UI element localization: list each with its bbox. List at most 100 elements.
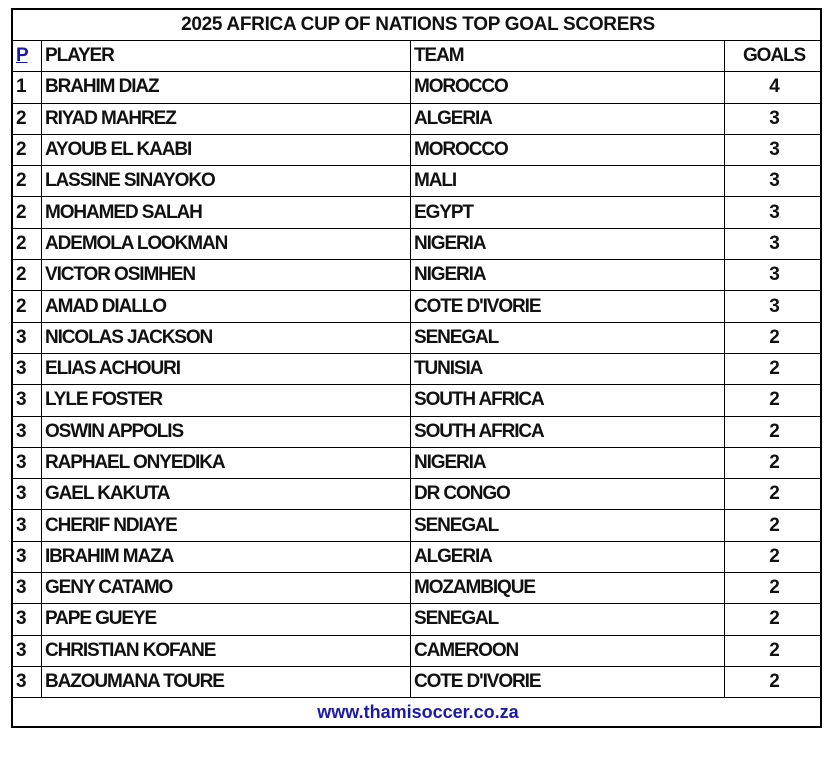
cell-position: 3	[11, 384, 42, 417]
cell-position: 2	[11, 133, 42, 167]
cell-goals: 2	[724, 509, 822, 542]
cell-team: EGYPT	[410, 196, 725, 229]
table-row: 2 AYOUB EL KAABI MOROCCO 3	[11, 133, 822, 167]
title-row: 2025 AFRICA CUP OF NATIONS TOP GOAL SCOR…	[11, 8, 822, 41]
position-sort-link[interactable]: P	[16, 45, 29, 67]
cell-position: 3	[11, 352, 42, 386]
cell-goals: 2	[724, 478, 822, 511]
cell-player: MOHAMED SALAH	[41, 196, 411, 229]
cell-position: 2	[11, 259, 42, 292]
cell-position: 3	[11, 603, 42, 636]
cell-position: 3	[11, 540, 42, 574]
table-row: 3 GAEL KAKUTA DR CONGO 2	[11, 478, 822, 511]
cell-position: 1	[11, 71, 42, 104]
cell-player: LYLE FOSTER	[41, 384, 411, 417]
cell-position: 2	[11, 196, 42, 229]
cell-team: SENEGAL	[410, 509, 725, 542]
cell-player: ADEMOLA LOOKMAN	[41, 227, 411, 261]
cell-position: 3	[11, 415, 42, 448]
cell-team: SENEGAL	[410, 603, 725, 636]
cell-team: SOUTH AFRICA	[410, 384, 725, 417]
top-scorers-table: 2025 AFRICA CUP OF NATIONS TOP GOAL SCOR…	[11, 8, 822, 729]
cell-position: 3	[11, 572, 42, 605]
cell-team: SOUTH AFRICA	[410, 415, 725, 448]
table-row: 3 OSWIN APPOLIS SOUTH AFRICA 2	[11, 415, 822, 448]
cell-goals: 3	[724, 227, 822, 261]
cell-team: SENEGAL	[410, 321, 725, 354]
cell-goals: 2	[724, 415, 822, 448]
cell-team: ALGERIA	[410, 102, 725, 135]
table-row: 3 IBRAHIM MAZA ALGERIA 2	[11, 540, 822, 574]
cell-position: 2	[11, 290, 42, 323]
cell-goals: 2	[724, 572, 822, 605]
header-player: PLAYER	[41, 39, 411, 73]
website-link[interactable]: www.thamisoccer.co.za	[11, 697, 822, 728]
cell-player: CHRISTIAN KOFANE	[41, 634, 411, 667]
cell-team: MOROCCO	[410, 133, 725, 167]
table-row: 3 CHERIF NDIAYE SENEGAL 2	[11, 509, 822, 542]
table-row: 2 MOHAMED SALAH EGYPT 3	[11, 196, 822, 229]
cell-goals: 2	[724, 321, 822, 354]
cell-goals: 2	[724, 665, 822, 699]
cell-team: COTE D'IVORIE	[410, 665, 725, 699]
table-title: 2025 AFRICA CUP OF NATIONS TOP GOAL SCOR…	[11, 8, 822, 41]
cell-player: IBRAHIM MAZA	[41, 540, 411, 574]
table-row: 2 LASSINE SINAYOKO MALI 3	[11, 165, 822, 198]
cell-team: NIGERIA	[410, 227, 725, 261]
table-row: 3 LYLE FOSTER SOUTH AFRICA 2	[11, 384, 822, 417]
cell-team: MOROCCO	[410, 71, 725, 104]
table-row: 3 ELIAS ACHOURI TUNISIA 2	[11, 352, 822, 386]
cell-goals: 2	[724, 540, 822, 574]
cell-player: PAPE GUEYE	[41, 603, 411, 636]
table-row: 2 ADEMOLA LOOKMAN NIGERIA 3	[11, 227, 822, 261]
cell-goals: 2	[724, 634, 822, 667]
cell-goals: 3	[724, 102, 822, 135]
cell-position: 3	[11, 321, 42, 354]
cell-player: BRAHIM DIAZ	[41, 71, 411, 104]
cell-player: RIYAD MAHREZ	[41, 102, 411, 135]
header-team: TEAM	[410, 39, 725, 73]
cell-team: NIGERIA	[410, 446, 725, 480]
table-row: 3 RAPHAEL ONYEDIKA NIGERIA 2	[11, 446, 822, 480]
cell-player: AMAD DIALLO	[41, 290, 411, 323]
cell-goals: 3	[724, 259, 822, 292]
cell-position: 2	[11, 102, 42, 135]
table-row: 2 RIYAD MAHREZ ALGERIA 3	[11, 102, 822, 135]
footer-row: www.thamisoccer.co.za	[11, 697, 822, 728]
table-row: 1 BRAHIM DIAZ MOROCCO 4	[11, 71, 822, 104]
cell-goals: 3	[724, 133, 822, 167]
table-row: 2 AMAD DIALLO COTE D'IVORIE 3	[11, 290, 822, 323]
table-row: 3 CHRISTIAN KOFANE CAMEROON 2	[11, 634, 822, 667]
cell-goals: 2	[724, 603, 822, 636]
cell-player: ELIAS ACHOURI	[41, 352, 411, 386]
cell-goals: 3	[724, 165, 822, 198]
cell-player: AYOUB EL KAABI	[41, 133, 411, 167]
cell-player: GENY CATAMO	[41, 572, 411, 605]
cell-player: RAPHAEL ONYEDIKA	[41, 446, 411, 480]
cell-position: 3	[11, 509, 42, 542]
cell-player: GAEL KAKUTA	[41, 478, 411, 511]
cell-team: DR CONGO	[410, 478, 725, 511]
cell-player: OSWIN APPOLIS	[41, 415, 411, 448]
cell-team: MOZAMBIQUE	[410, 572, 725, 605]
cell-goals: 2	[724, 352, 822, 386]
cell-goals: 3	[724, 196, 822, 229]
cell-player: CHERIF NDIAYE	[41, 509, 411, 542]
header-row: P PLAYER TEAM GOALS	[11, 39, 822, 73]
cell-position: 2	[11, 227, 42, 261]
cell-player: VICTOR OSIMHEN	[41, 259, 411, 292]
cell-player: LASSINE SINAYOKO	[41, 165, 411, 198]
cell-player: BAZOUMANA TOURE	[41, 665, 411, 699]
header-position[interactable]: P	[11, 39, 42, 73]
table-row: 3 PAPE GUEYE SENEGAL 2	[11, 603, 822, 636]
cell-goals: 2	[724, 384, 822, 417]
cell-team: COTE D'IVORIE	[410, 290, 725, 323]
cell-position: 3	[11, 446, 42, 480]
table-row: 2 VICTOR OSIMHEN NIGERIA 3	[11, 259, 822, 292]
cell-goals: 3	[724, 290, 822, 323]
cell-goals: 4	[724, 71, 822, 104]
cell-position: 3	[11, 478, 42, 511]
cell-team: MALI	[410, 165, 725, 198]
cell-team: ALGERIA	[410, 540, 725, 574]
table-row: 3 NICOLAS JACKSON SENEGAL 2	[11, 321, 822, 354]
